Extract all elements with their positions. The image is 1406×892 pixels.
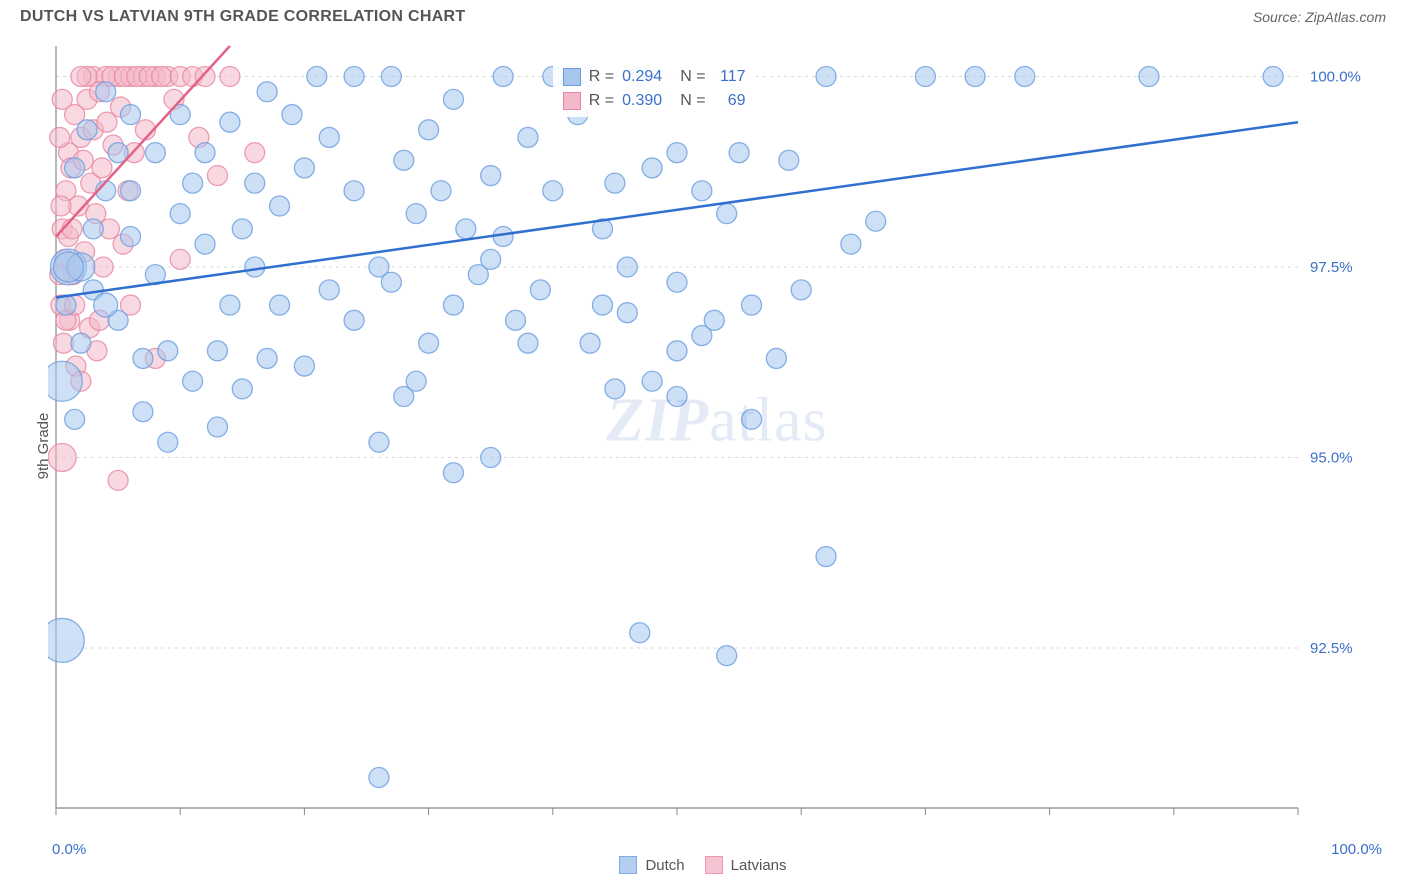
chart-title: DUTCH VS LATVIAN 9TH GRADE CORRELATION C…	[20, 8, 466, 26]
svg-text:92.5%: 92.5%	[1310, 640, 1353, 657]
n-value: 117	[714, 65, 746, 89]
chart-area: 92.5%95.0%97.5%100.0% ZIPatlas R =0.294N…	[48, 40, 1386, 834]
r-label: R =	[589, 89, 614, 113]
source-label: Source: ZipAtlas.com	[1253, 9, 1386, 25]
legend-dutch-label: Dutch	[645, 857, 684, 874]
stats-row-dutch: R = 0.294 N = 117	[563, 65, 746, 89]
latvians-swatch-icon	[705, 856, 723, 874]
n-label: N =	[680, 65, 705, 89]
r-value: 0.390	[622, 89, 662, 113]
svg-text:97.5%: 97.5%	[1310, 259, 1353, 276]
legend-item-dutch: Dutch	[619, 856, 684, 874]
svg-text:100.0%: 100.0%	[1310, 68, 1361, 85]
r-value: 0.294	[622, 65, 662, 89]
dutch-swatch-icon	[563, 68, 581, 86]
legend-item-latvians: Latvians	[705, 856, 787, 874]
legend-bottom: Dutch Latvians	[0, 856, 1406, 874]
latvians-swatch-icon	[563, 92, 581, 110]
n-label: N =	[680, 89, 705, 113]
svg-text:95.0%: 95.0%	[1310, 449, 1353, 466]
r-label: R =	[589, 65, 614, 89]
dutch-swatch-icon	[619, 856, 637, 874]
n-value: 69	[714, 89, 746, 113]
stats-row-latvians: R = 0.390 N = 69	[563, 89, 746, 113]
stats-legend-box: R = 0.294 N = 117 R = 0.390 N = 69	[553, 61, 756, 117]
legend-latvians-label: Latvians	[731, 857, 787, 874]
